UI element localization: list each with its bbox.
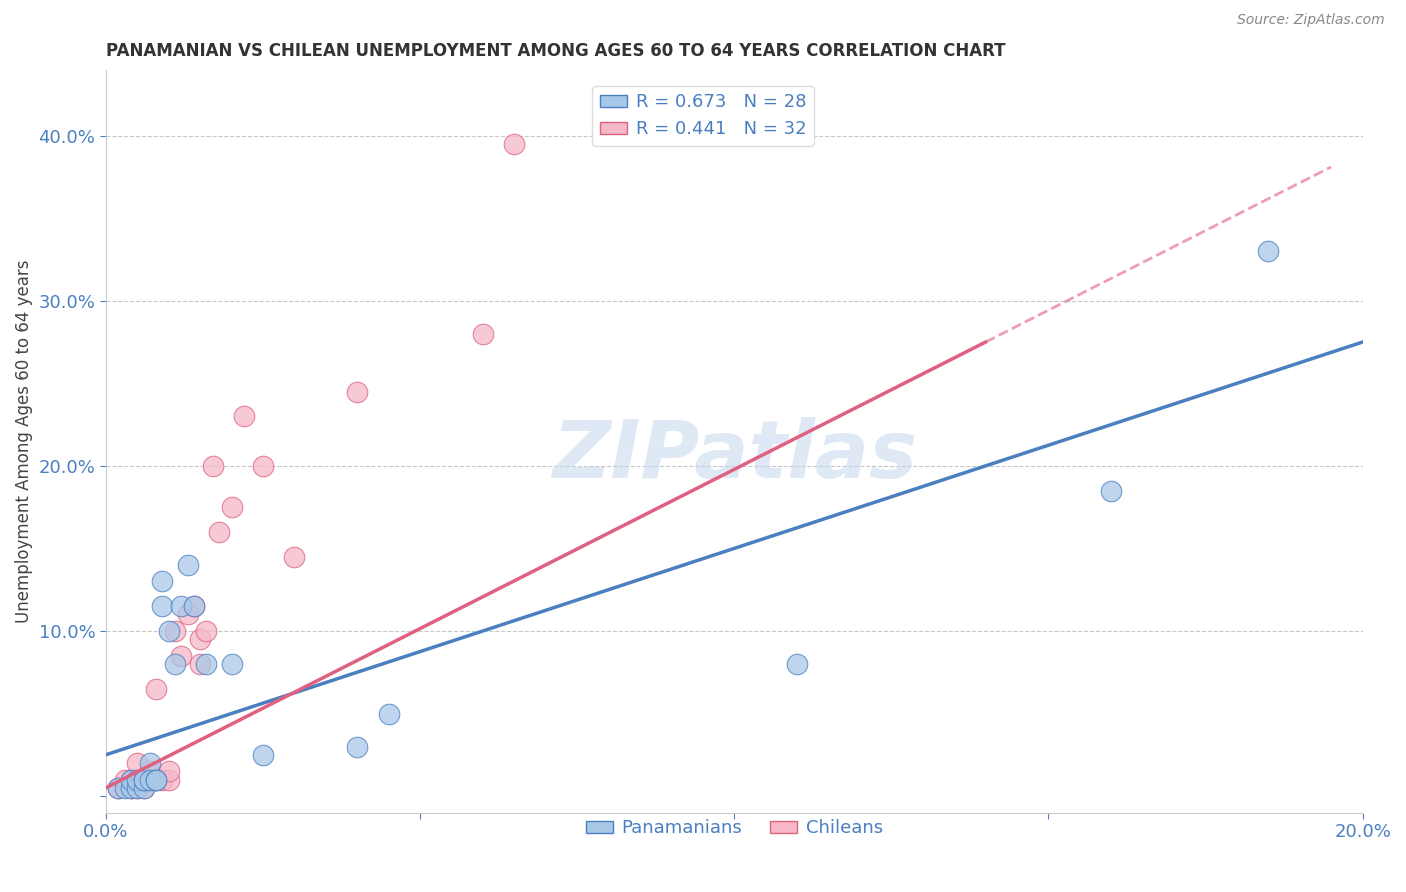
Point — [183, 599, 205, 614]
Point — [1257, 244, 1279, 259]
Point — [157, 624, 180, 638]
Point — [471, 326, 494, 341]
Point — [114, 780, 136, 795]
Point — [132, 772, 155, 787]
Point — [188, 632, 211, 647]
Point — [201, 458, 224, 473]
Point — [157, 764, 180, 779]
Point — [170, 648, 193, 663]
Point — [152, 599, 174, 614]
Point — [233, 409, 256, 424]
Point — [139, 756, 162, 770]
Point — [1099, 483, 1122, 498]
Point — [120, 780, 142, 795]
Point — [786, 657, 808, 671]
Point — [221, 657, 243, 671]
Point — [252, 458, 274, 473]
Point — [157, 772, 180, 787]
Point — [139, 764, 162, 779]
Point — [132, 780, 155, 795]
Point — [127, 780, 149, 795]
Point — [163, 657, 186, 671]
Point — [120, 772, 142, 787]
Point — [346, 384, 368, 399]
Point — [346, 739, 368, 754]
Point — [195, 624, 218, 638]
Point — [145, 681, 167, 696]
Point — [139, 772, 162, 787]
Point — [127, 772, 149, 787]
Point — [208, 524, 231, 539]
Point — [132, 780, 155, 795]
Point — [170, 599, 193, 614]
Point — [163, 624, 186, 638]
Y-axis label: Unemployment Among Ages 60 to 64 years: Unemployment Among Ages 60 to 64 years — [15, 260, 32, 623]
Point — [377, 706, 399, 721]
Point — [503, 136, 526, 151]
Point — [107, 780, 129, 795]
Point — [252, 747, 274, 762]
Point — [127, 772, 149, 787]
Point — [145, 772, 167, 787]
Point — [132, 772, 155, 787]
Point — [114, 772, 136, 787]
Point — [195, 657, 218, 671]
Legend: Panamanians, Chileans: Panamanians, Chileans — [578, 812, 890, 845]
Point — [221, 500, 243, 515]
Point — [120, 780, 142, 795]
Point — [145, 772, 167, 787]
Point — [139, 772, 162, 787]
Text: PANAMANIAN VS CHILEAN UNEMPLOYMENT AMONG AGES 60 TO 64 YEARS CORRELATION CHART: PANAMANIAN VS CHILEAN UNEMPLOYMENT AMONG… — [105, 42, 1005, 60]
Point — [120, 772, 142, 787]
Point — [127, 780, 149, 795]
Point — [132, 772, 155, 787]
Point — [127, 756, 149, 770]
Point — [152, 574, 174, 589]
Point — [152, 772, 174, 787]
Text: Source: ZipAtlas.com: Source: ZipAtlas.com — [1237, 13, 1385, 28]
Point — [183, 599, 205, 614]
Point — [145, 772, 167, 787]
Point — [176, 607, 198, 622]
Point — [283, 549, 305, 564]
Point — [188, 657, 211, 671]
Text: ZIPatlas: ZIPatlas — [551, 417, 917, 495]
Point — [107, 780, 129, 795]
Point — [176, 558, 198, 572]
